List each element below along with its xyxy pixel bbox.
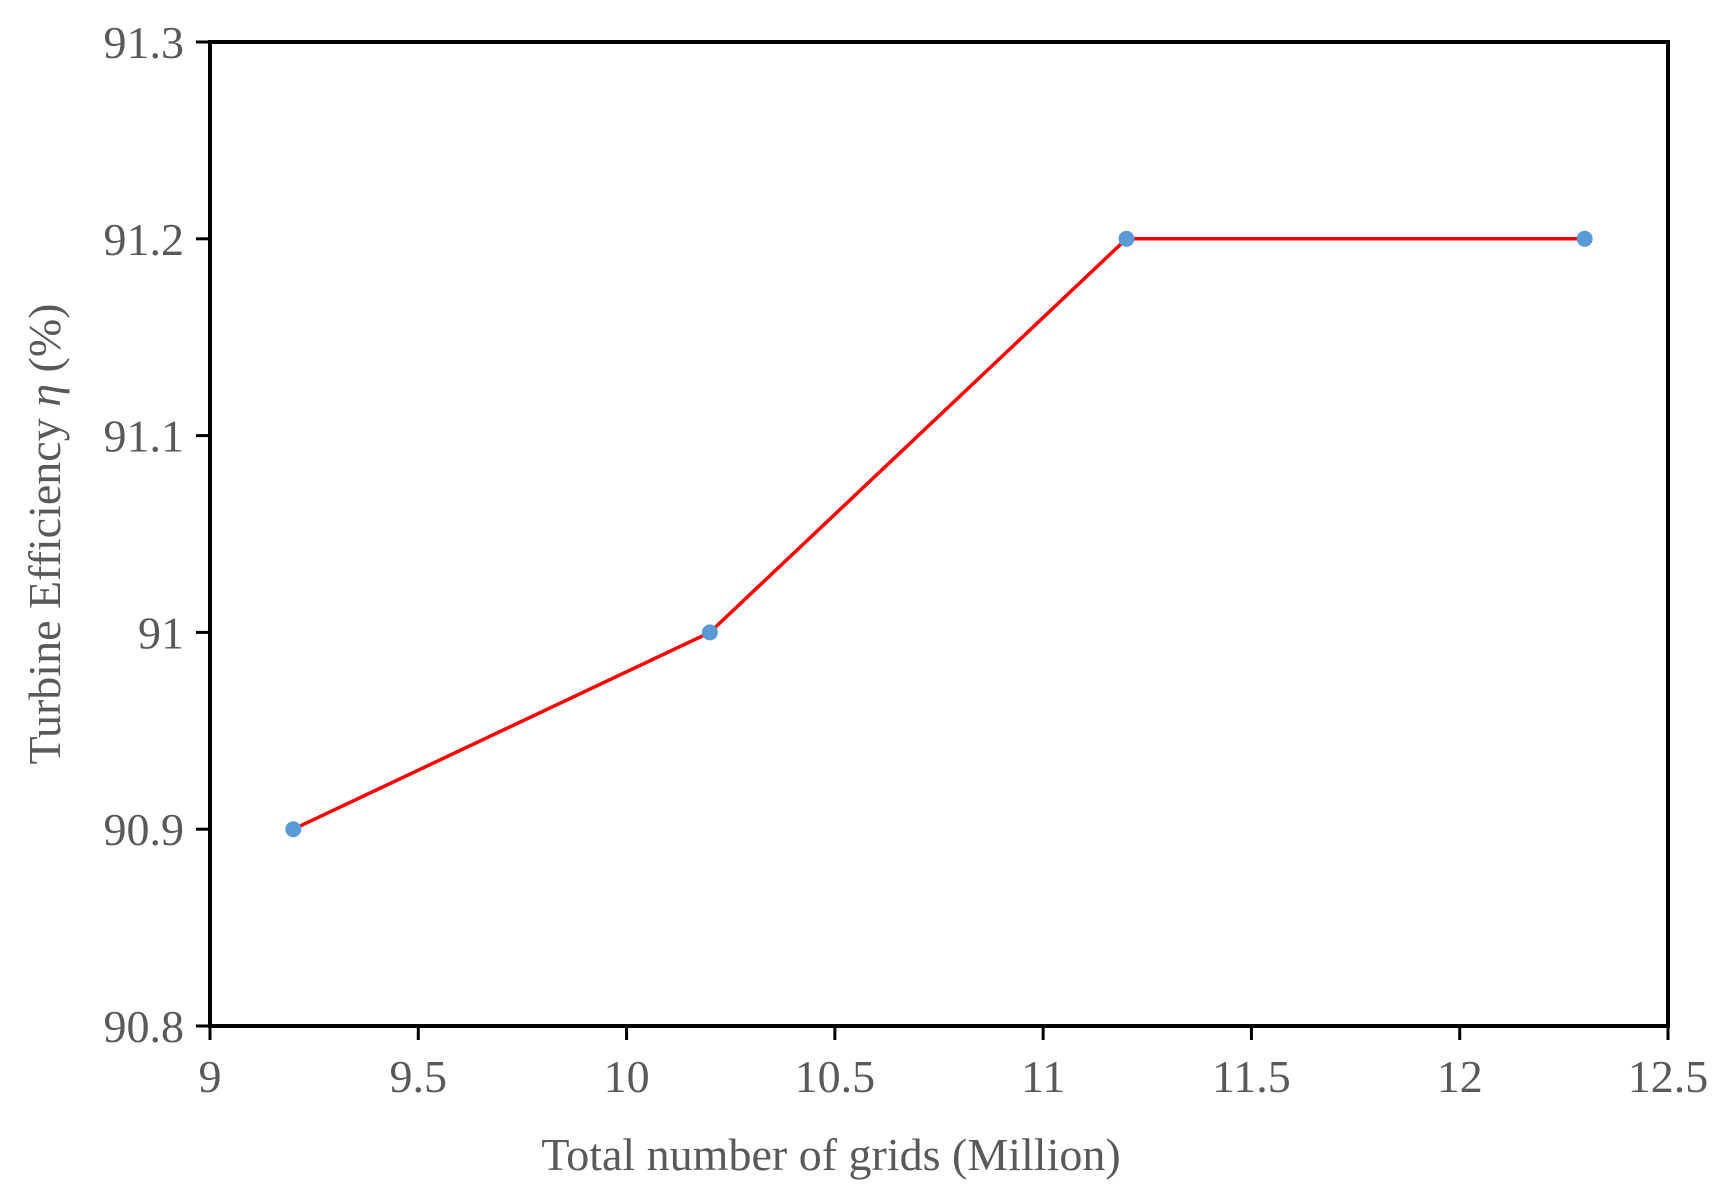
data-point-marker xyxy=(1118,230,1135,247)
y-axis-title: Turbine Efficiency η (%) xyxy=(19,303,70,764)
x-tick-label: 12.5 xyxy=(1628,1051,1709,1102)
y-tick-label: 90.8 xyxy=(104,1001,185,1052)
x-tick-label: 11.5 xyxy=(1212,1051,1291,1102)
y-tick-label: 90.9 xyxy=(104,804,185,855)
ticks-layer xyxy=(196,40,1670,1040)
y-tick-label: 91.1 xyxy=(104,411,185,462)
y-tick-label: 91.2 xyxy=(104,214,185,265)
x-tick-label: 12 xyxy=(1437,1051,1483,1102)
y-axis-title-suffix: (%) xyxy=(19,303,70,383)
y-tick-label: 91 xyxy=(138,607,184,658)
data-point-marker xyxy=(701,624,718,641)
plot-area-frame xyxy=(208,40,1670,1028)
x-tick-label: 9.5 xyxy=(390,1051,448,1102)
y-axis-title-prefix: Turbine Efficiency xyxy=(19,407,70,765)
x-tick-label: 10 xyxy=(604,1051,650,1102)
data-point-marker xyxy=(285,821,302,838)
data-point-marker xyxy=(1576,230,1593,247)
series-layer xyxy=(285,230,1593,838)
x-tick-label: 10.5 xyxy=(795,1051,876,1102)
tick-labels-layer: 9 9.5 10 10.5 11 11.5 12 12.5 90.8 90.9 91 91.1 91.2… xyxy=(104,17,1709,1102)
x-tick-label: 11 xyxy=(1021,1051,1065,1102)
x-tick-label: 9 xyxy=(199,1051,222,1102)
y-axis-title-symbol: η xyxy=(19,384,70,407)
y-tick-label: 91.3 xyxy=(104,17,185,68)
series-line xyxy=(292,237,1585,831)
x-axis-title: Total number of grids (Million) xyxy=(541,1129,1120,1180)
